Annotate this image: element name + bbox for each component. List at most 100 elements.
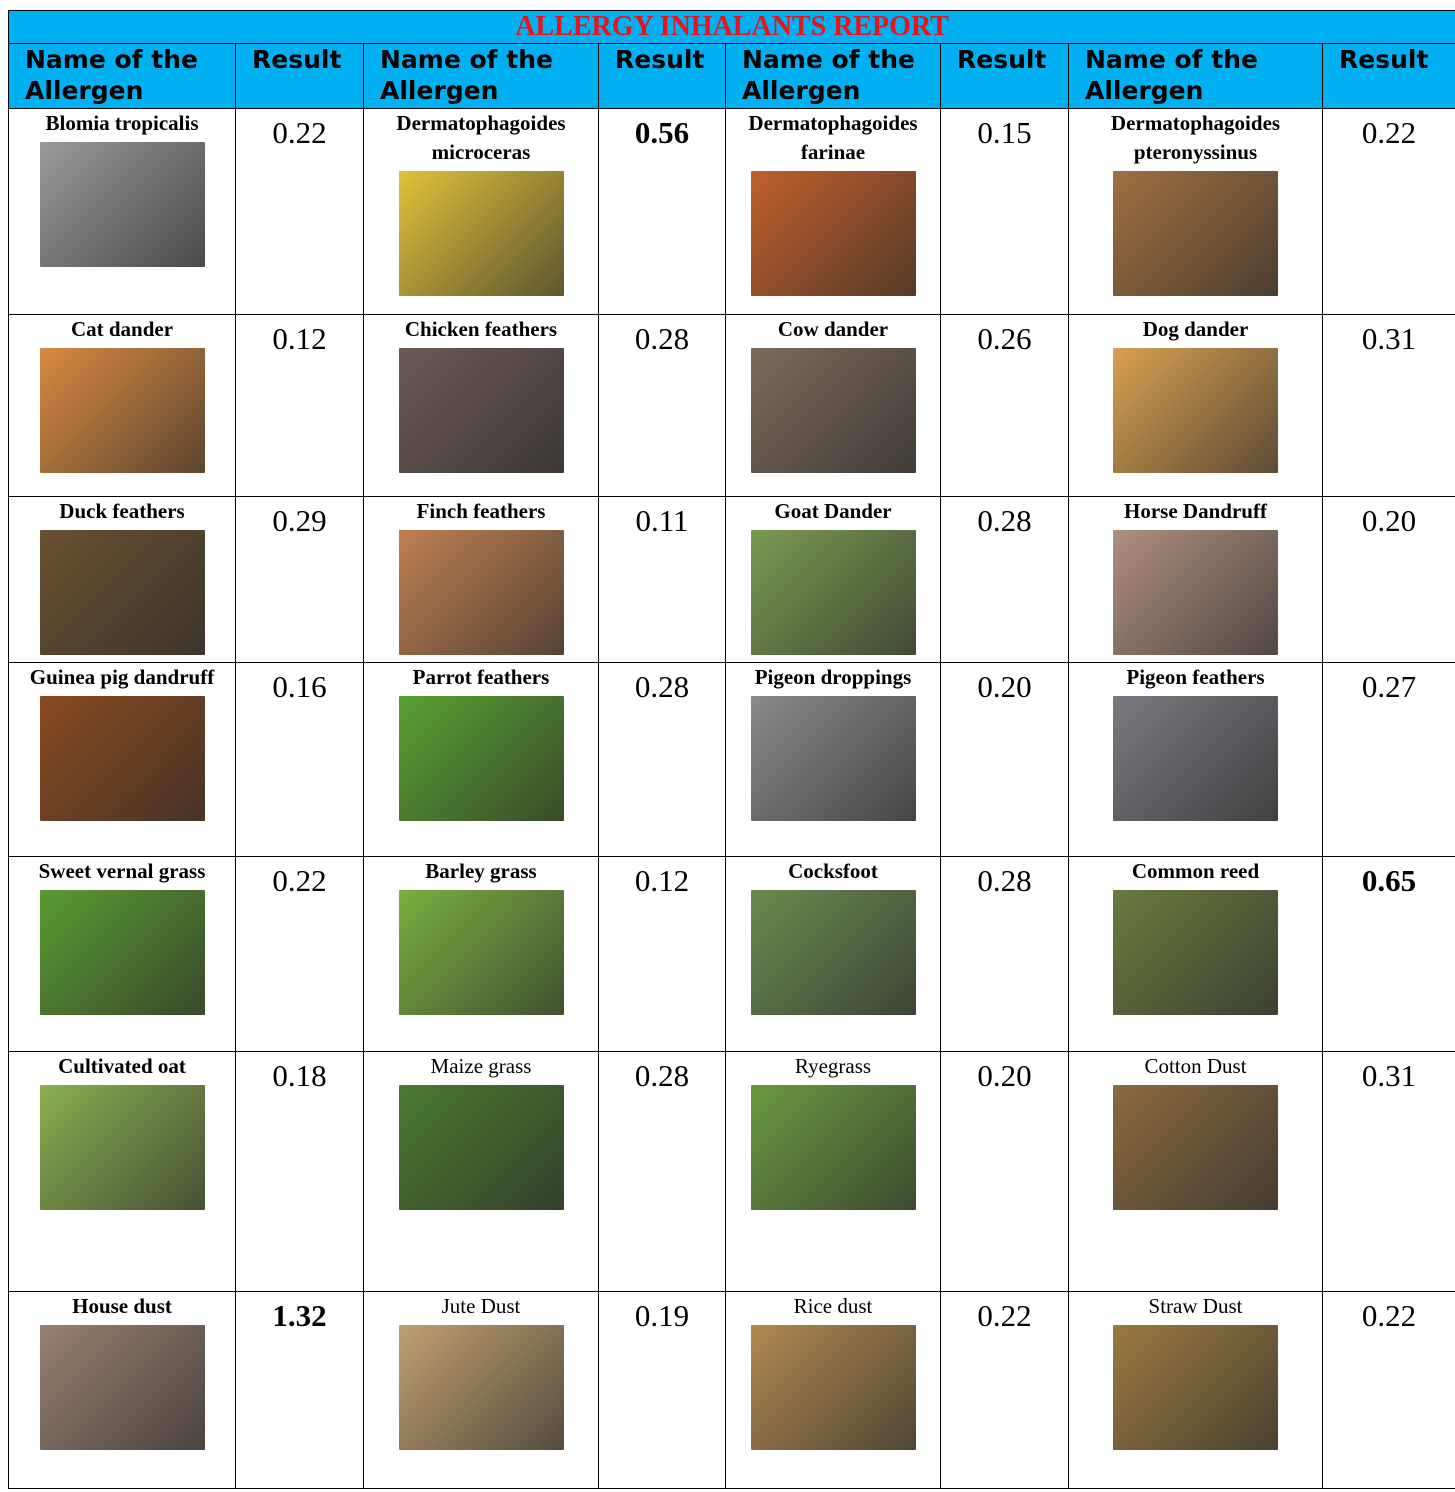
header-cell: Name of the Allergen	[725, 43, 941, 109]
result-cell: 0.31	[1321, 1051, 1455, 1292]
allergen-name: Sweet vernal grass	[38, 859, 206, 883]
result-cell: 0.12	[235, 314, 364, 497]
header-cell: Result	[1321, 43, 1455, 109]
allergen-photo	[398, 530, 564, 655]
allergen-cell: Pigeon feathers	[1068, 662, 1323, 857]
allergen-name: Blomia tropicalis	[45, 111, 199, 135]
header-cell: Name of the Allergen	[8, 43, 236, 109]
allergen-photo	[750, 696, 916, 821]
allergen-cell: Cow dander	[725, 314, 941, 497]
allergen-name: Dermatophagoides pteronyssinus	[1110, 111, 1281, 164]
allergen-cell: Ryegrass	[725, 1051, 941, 1292]
allergen-name: Duck feathers	[59, 499, 185, 523]
allergen-name: Common reed	[1131, 859, 1260, 883]
allergen-name: Pigeon feathers	[1126, 665, 1265, 689]
allergen-name: Dermatophagoides microceras	[396, 111, 566, 164]
allergen-photo	[398, 1325, 564, 1450]
allergen-photo	[1113, 171, 1278, 296]
result-cell: 0.28	[940, 496, 1069, 663]
allergen-name: Dermatophagoides farinae	[748, 111, 918, 164]
allergen-cell: Jute Dust	[363, 1291, 599, 1489]
result-cell: 0.22	[235, 108, 364, 315]
result-cell: 0.19	[598, 1291, 726, 1489]
allergen-photo	[39, 1325, 205, 1450]
allergen-name: Barley grass	[425, 859, 537, 883]
allergen-cell: Cultivated oat	[8, 1051, 236, 1292]
result-cell: 0.65	[1321, 856, 1455, 1052]
allergen-photo	[750, 530, 916, 655]
result-cell: 0.22	[1321, 108, 1455, 315]
header-cell: Result	[598, 43, 726, 109]
allergen-name: Guinea pig dandruff	[29, 665, 215, 689]
result-cell: 0.26	[940, 314, 1069, 497]
allergen-photo	[1113, 1085, 1278, 1210]
allergen-name: Jute Dust	[441, 1294, 521, 1318]
allergen-cell: Chicken feathers	[363, 314, 599, 497]
allergen-name: Pigeon droppings	[754, 665, 912, 689]
allergen-name: Maize grass	[430, 1054, 532, 1078]
result-cell: 0.11	[598, 496, 726, 663]
result-cell: 0.15	[940, 108, 1069, 315]
allergen-photo	[39, 530, 205, 655]
data-row: Duck feathers 0.29 Finch feathers 0.11 Goat …	[8, 496, 1455, 663]
data-row: House dust 1.32 Jute Dust 0.19 Rice dust 0.22…	[8, 1291, 1455, 1489]
allergen-cell: Barley grass	[363, 856, 599, 1052]
allergen-cell: Dog dander	[1068, 314, 1323, 497]
report-table: ALLERGY INHALANTS REPORT Name of the All…	[7, 10, 1455, 1489]
allergen-name: Chicken feathers	[404, 317, 558, 341]
allergen-cell: Finch feathers	[363, 496, 599, 663]
allergen-photo	[398, 890, 564, 1015]
allergen-photo	[398, 171, 564, 296]
allergen-photo	[750, 348, 916, 473]
allergen-name: Cotton Dust	[1144, 1054, 1247, 1078]
allergen-cell: Cotton Dust	[1068, 1051, 1323, 1292]
result-cell: 0.16	[235, 662, 364, 857]
allergen-cell: House dust	[8, 1291, 236, 1489]
result-cell: 0.18	[235, 1051, 364, 1292]
allergen-photo	[1113, 696, 1278, 821]
allergen-photo	[398, 696, 564, 821]
allergen-photo	[1113, 890, 1278, 1015]
data-row: Guinea pig dandruff 0.16 Parrot feathers 0.…	[8, 662, 1455, 857]
allergen-photo	[39, 1085, 205, 1210]
allergen-name: Horse Dandruff	[1124, 499, 1267, 523]
allergen-name: Straw Dust	[1148, 1294, 1243, 1318]
allergen-cell: Cat dander	[8, 314, 236, 497]
allergen-cell: Cocksfoot	[725, 856, 941, 1052]
allergen-cell: Dermatophagoides pteronyssinus	[1068, 108, 1323, 315]
allergen-photo	[39, 348, 205, 473]
allergen-cell: Goat Dander	[725, 496, 941, 663]
allergen-name: Rice dust	[793, 1294, 873, 1318]
allergen-photo	[398, 1085, 564, 1210]
data-row: Cat dander 0.12 Chicken feathers 0.28 Cow da…	[8, 314, 1455, 497]
report-title: ALLERGY INHALANTS REPORT	[7, 10, 1455, 44]
result-cell: 0.22	[1321, 1291, 1455, 1489]
data-row: Sweet vernal grass 0.22 Barley grass 0.12 Co…	[8, 856, 1455, 1052]
allergen-cell: Horse Dandruff	[1068, 496, 1323, 663]
allergen-cell: Common reed	[1068, 856, 1323, 1052]
allergen-name: Cultivated oat	[58, 1054, 186, 1078]
allergen-cell: Pigeon droppings	[725, 662, 941, 857]
result-cell: 0.20	[940, 1051, 1069, 1292]
allergen-cell: Rice dust	[725, 1291, 941, 1489]
result-cell: 0.20	[1321, 496, 1455, 663]
result-cell: 0.27	[1321, 662, 1455, 857]
allergen-photo	[1113, 348, 1278, 473]
allergen-cell: Sweet vernal grass	[8, 856, 236, 1052]
allergen-cell: Maize grass	[363, 1051, 599, 1292]
allergen-photo	[1113, 1325, 1278, 1450]
result-cell: 0.28	[598, 662, 726, 857]
header-cell: Result	[940, 43, 1069, 109]
allergen-photo	[39, 890, 205, 1015]
allergen-name: Dog dander	[1142, 317, 1249, 341]
result-cell: 1.32	[235, 1291, 364, 1489]
result-cell: 0.12	[598, 856, 726, 1052]
header-cell: Name of the Allergen	[363, 43, 599, 109]
allergen-photo	[39, 142, 205, 267]
result-cell: 0.22	[235, 856, 364, 1052]
allergen-photo	[750, 890, 916, 1015]
allergen-name: Cocksfoot	[788, 859, 878, 883]
allergen-name: Cat dander	[70, 317, 174, 341]
result-cell: 0.31	[1321, 314, 1455, 497]
